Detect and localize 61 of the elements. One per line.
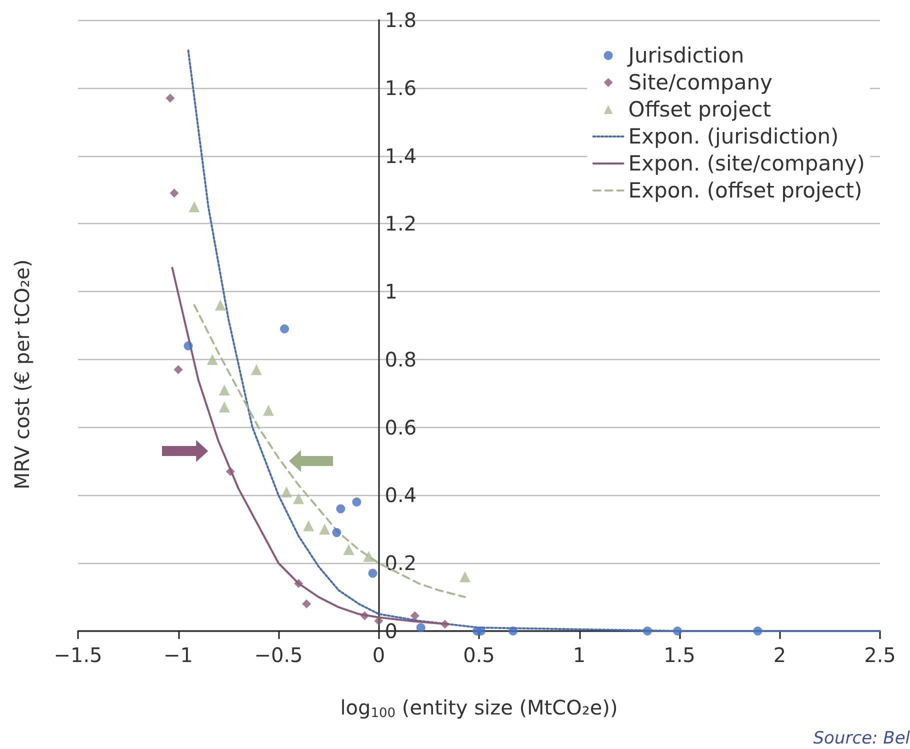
x-tick-label: 1.5 bbox=[664, 643, 696, 667]
point bbox=[166, 94, 175, 103]
point bbox=[368, 568, 378, 578]
y-tick-label: 1 bbox=[384, 280, 398, 304]
point bbox=[440, 620, 450, 629]
point bbox=[294, 578, 304, 588]
point bbox=[319, 524, 330, 535]
source-note: Source: Bel bbox=[813, 728, 910, 748]
point bbox=[281, 486, 292, 498]
x-tick-label: −1 bbox=[164, 643, 193, 667]
point bbox=[352, 498, 362, 507]
point bbox=[476, 626, 486, 636]
legend-label: Expon. (jurisdiction) bbox=[628, 124, 839, 148]
line-series bbox=[193, 304, 466, 598]
point bbox=[753, 626, 762, 636]
y-tick-label: 1.2 bbox=[384, 212, 417, 236]
y-axis-title: MRV cost (€ per tCO₂e) bbox=[10, 259, 34, 490]
point bbox=[218, 401, 230, 412]
y-tick-label: 1.8 bbox=[384, 8, 417, 32]
point bbox=[673, 626, 682, 636]
x-tick-label: −0.5 bbox=[254, 643, 303, 667]
point bbox=[262, 404, 274, 416]
point bbox=[250, 364, 262, 376]
point bbox=[508, 626, 518, 636]
point bbox=[293, 493, 304, 504]
y-tick-label: 0.6 bbox=[384, 415, 417, 440]
point bbox=[218, 384, 230, 396]
y-tick-label: 0.2 bbox=[384, 551, 417, 576]
legend-label: Jurisdiction bbox=[626, 44, 744, 68]
point bbox=[642, 626, 652, 636]
point bbox=[459, 571, 470, 582]
x-tick-label: 0.5 bbox=[463, 643, 495, 667]
x-tick-label: −1.5 bbox=[54, 643, 102, 667]
point bbox=[188, 201, 200, 212]
point bbox=[363, 550, 374, 562]
point bbox=[343, 544, 354, 556]
x-tick-label: 2 bbox=[773, 643, 786, 667]
point bbox=[170, 188, 179, 198]
point bbox=[332, 528, 342, 538]
point bbox=[410, 611, 420, 620]
y-tick-label: 0.8 bbox=[384, 347, 417, 372]
point bbox=[280, 324, 290, 334]
legend-label: Expon. (offset project) bbox=[628, 178, 862, 202]
legend-label: Offset project bbox=[628, 98, 771, 122]
legend-label: Expon. (site/company) bbox=[628, 152, 866, 176]
y-tick-label: 0.4 bbox=[384, 483, 417, 508]
point bbox=[214, 300, 226, 311]
point bbox=[336, 504, 346, 514]
legend-label: Site/company bbox=[628, 70, 772, 94]
point bbox=[184, 341, 193, 350]
point bbox=[416, 623, 426, 632]
x-tick-label: 1 bbox=[572, 643, 586, 667]
point bbox=[360, 611, 370, 620]
point bbox=[302, 599, 312, 608]
point bbox=[174, 365, 183, 374]
point bbox=[206, 354, 218, 365]
y-tick-label: 1.6 bbox=[384, 76, 417, 100]
point bbox=[226, 466, 235, 476]
point bbox=[303, 520, 314, 532]
y-tick-label: 1.4 bbox=[384, 144, 417, 168]
x-tick-label: 2.5 bbox=[864, 643, 896, 667]
